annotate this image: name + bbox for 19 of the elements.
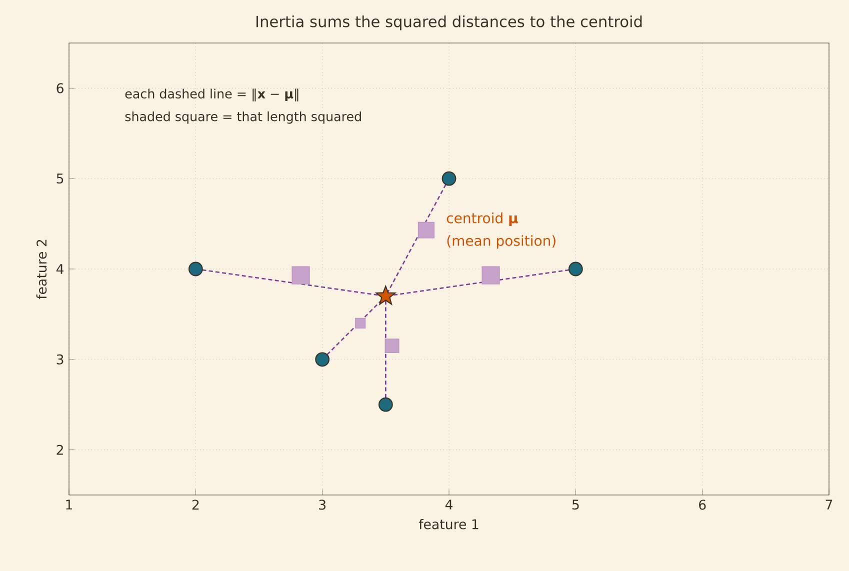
- x-tick-label: 6: [699, 500, 706, 510]
- y-tick-label: 4: [56, 264, 64, 274]
- x-axis-title: feature 1: [418, 518, 478, 530]
- y-tick-label: 5: [56, 174, 64, 184]
- chart-title: Inertia sums the squared distances to the centroid: [256, 15, 642, 30]
- y-tick-label: 2: [56, 444, 63, 455]
- annotation: centroid μ: [446, 212, 518, 226]
- x-tick-label: 7: [826, 500, 832, 510]
- y-tick-label: 6: [56, 83, 64, 94]
- x-tick-label: 1: [66, 500, 72, 510]
- x-tick-label: 3: [319, 500, 326, 510]
- x-tick-label: 4: [445, 500, 452, 510]
- x-tick-label: 5: [572, 500, 579, 510]
- y-tick-label: 3: [56, 354, 64, 364]
- annotation: (mean position): [447, 235, 556, 249]
- annotation: shaded square = that length squared: [125, 111, 361, 124]
- y-axis-title: feature 2: [36, 240, 47, 300]
- x-tick-label: 2: [192, 500, 199, 510]
- annotation: each dashed line = ‖x − μ‖: [125, 88, 298, 102]
